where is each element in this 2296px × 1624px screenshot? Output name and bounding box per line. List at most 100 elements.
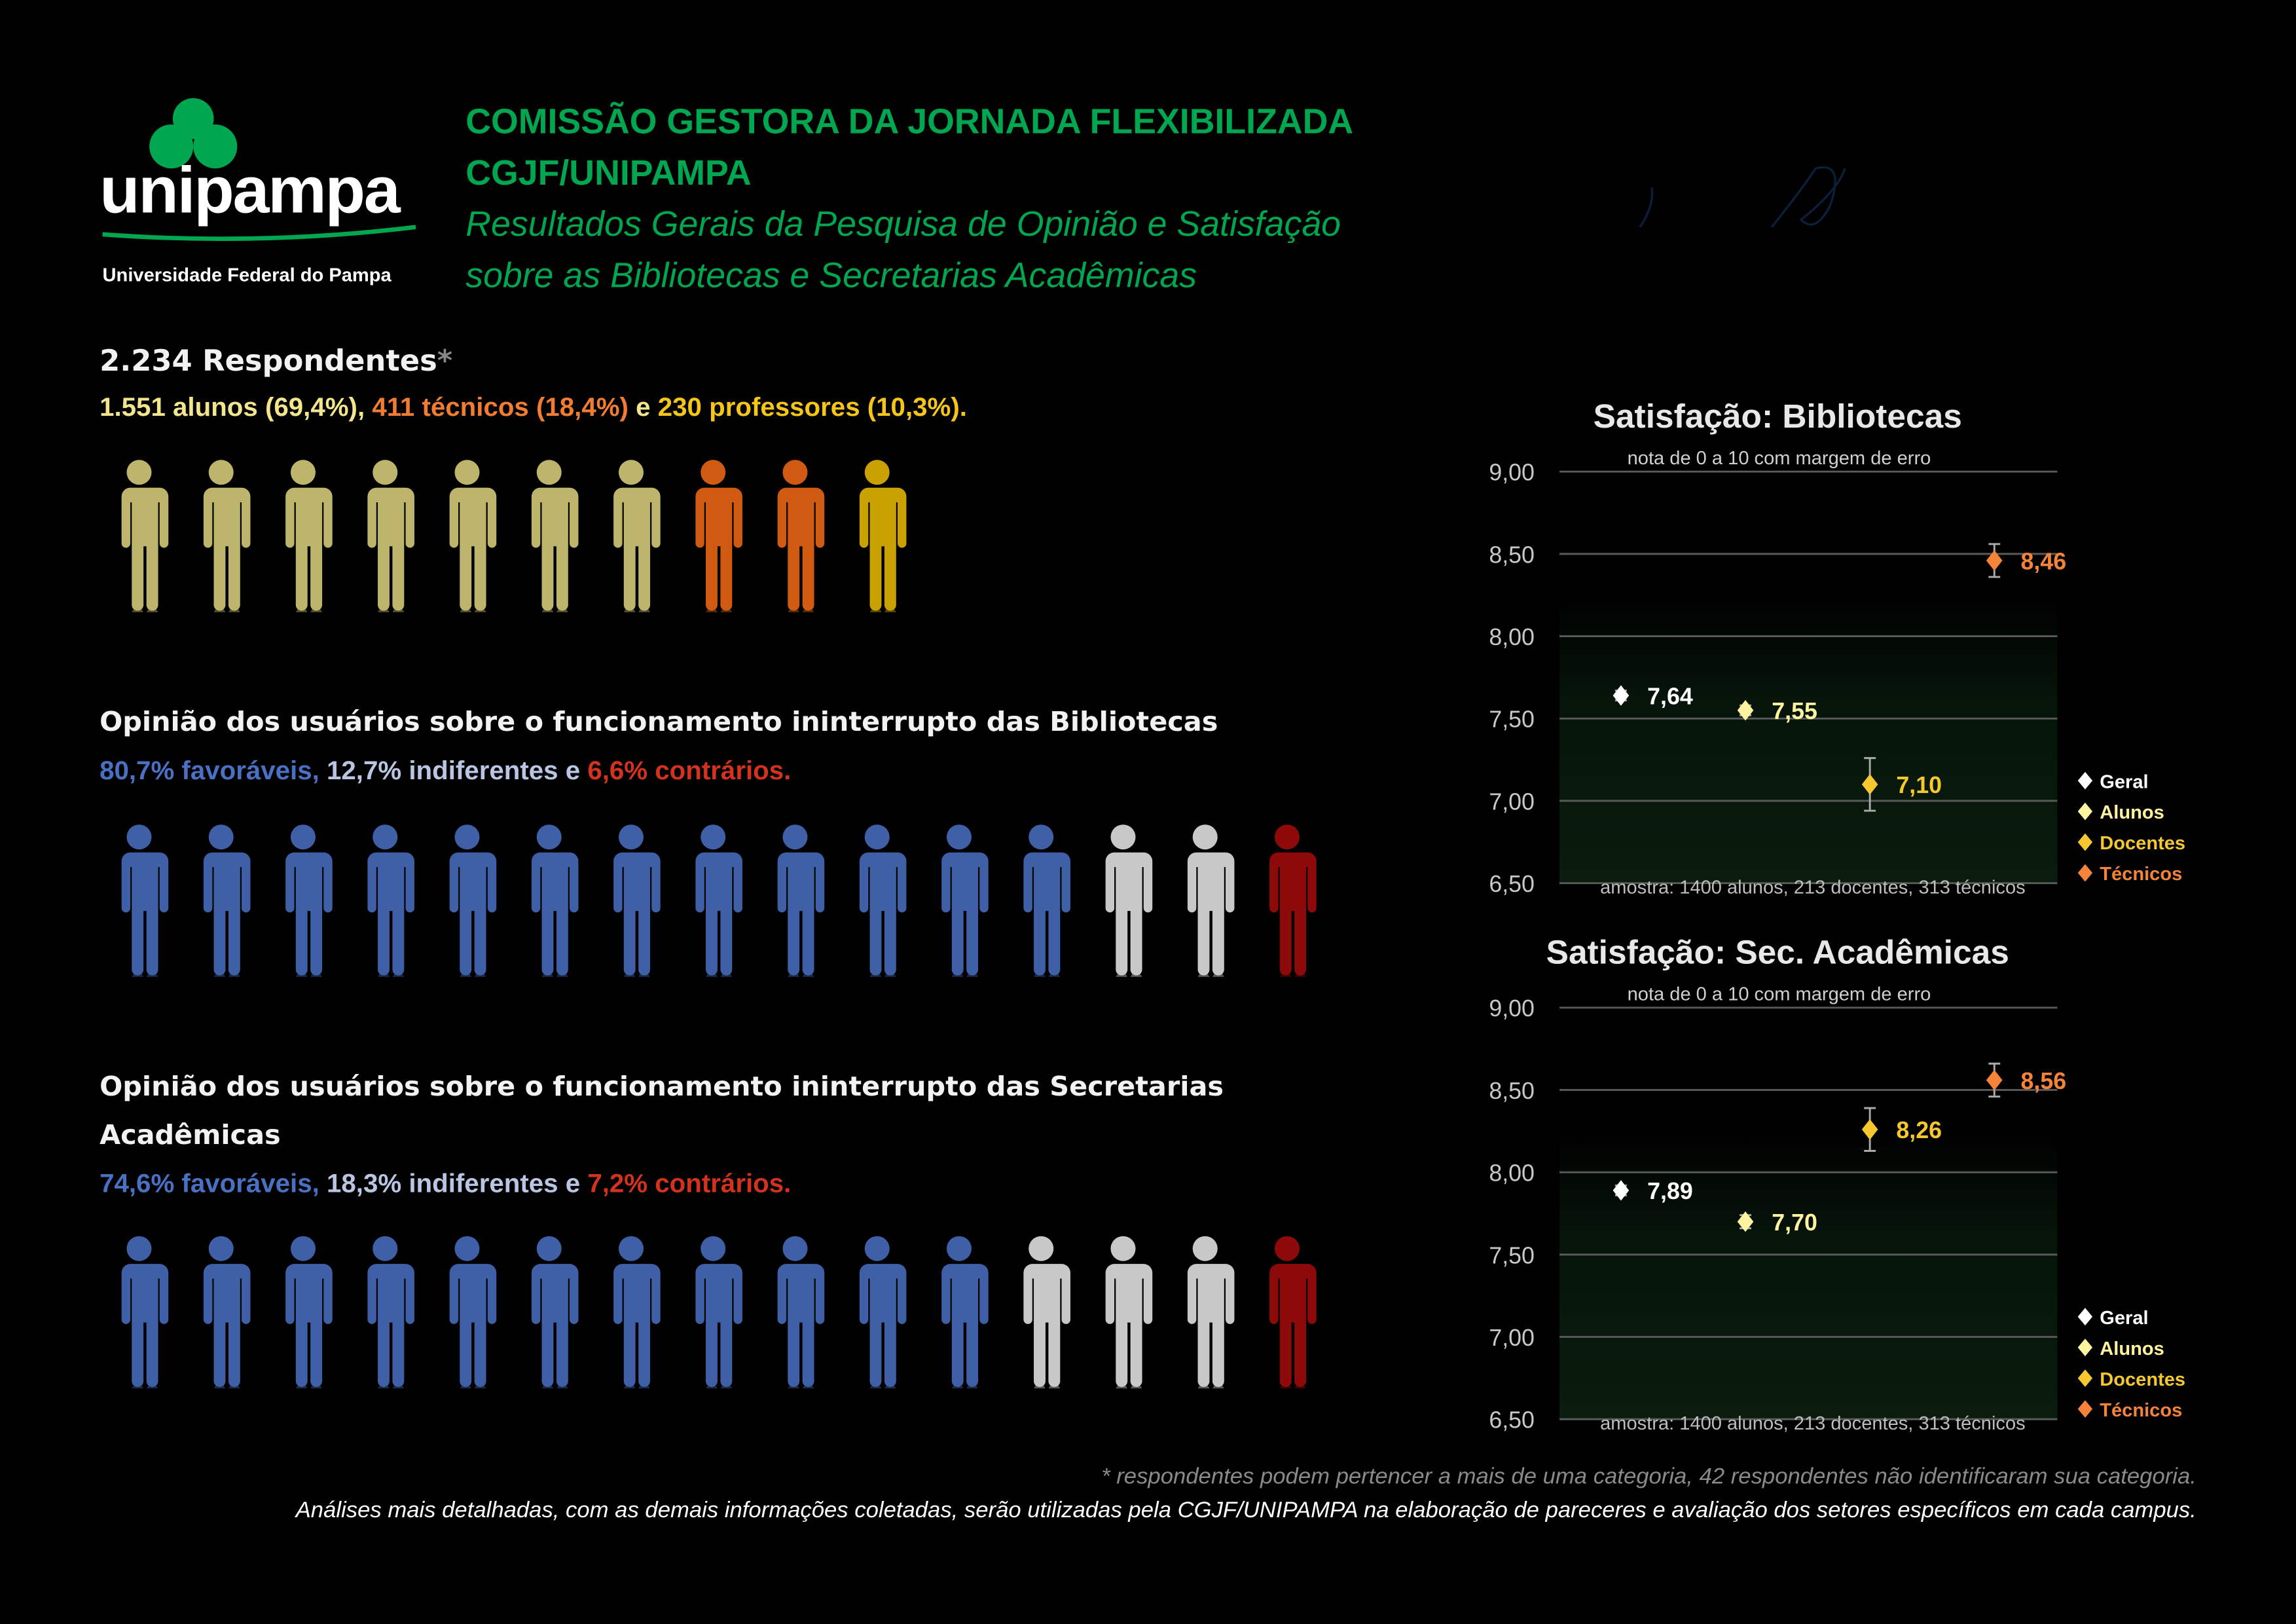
person-reflection xyxy=(613,608,661,674)
bibliotecas-opinion-stats: 80,7% favoráveis, 12,7% indiferentes e 6… xyxy=(100,756,792,785)
respondents-breakdown: 1.551 alunos (69,4%), 411 técnicos (18,4… xyxy=(100,392,967,422)
legend-diamond-icon xyxy=(2077,1338,2093,1357)
y-tick-label: 7,00 xyxy=(1489,788,1535,815)
logo-swoosh xyxy=(102,225,416,242)
person-icon-favoráveis xyxy=(200,824,251,1039)
data-label: 8,26 xyxy=(1896,1117,1942,1143)
sample-note: amostra: 1400 alunos, 213 docentes, 313 … xyxy=(1600,877,2026,898)
data-point-alunos: 7,70 xyxy=(1737,1209,1817,1236)
person-icon-favoráveis xyxy=(692,824,742,1039)
secretarias-opinion-title-cont: Acadêmicas xyxy=(100,1120,281,1151)
legend-item-docentes: Docentes xyxy=(2077,1369,2185,1390)
y-tick-label: 8,50 xyxy=(1489,1078,1535,1104)
person-reflection xyxy=(695,972,742,1039)
svg-text:Docentes: Docentes xyxy=(2100,833,2185,854)
data-point-geral: 7,64 xyxy=(1613,684,1693,710)
person-reflection xyxy=(695,608,742,674)
person-reflection xyxy=(860,972,907,1039)
y-tick-label: 9,00 xyxy=(1489,995,1535,1022)
person-reflection xyxy=(204,1384,251,1450)
marker xyxy=(1986,550,2003,571)
person-reflection xyxy=(860,1384,907,1450)
person-icon-favoráveis xyxy=(856,1236,907,1450)
bibliotecas-opinion-pictogram xyxy=(118,824,1317,1039)
person-icon-técnicos xyxy=(692,460,742,674)
respondents-title: 2.234 Respondentes* xyxy=(100,342,453,378)
signature xyxy=(1639,166,1846,228)
person-icon-professores xyxy=(856,460,907,674)
y-tick-label: 6,50 xyxy=(1489,1407,1535,1433)
legend-item-docentes: Docentes xyxy=(2077,833,2185,854)
page-title-acronym: CGJF/UNIPAMPA xyxy=(465,153,752,194)
person-icon-favoráveis xyxy=(692,1236,742,1450)
person-icon-favoráveis xyxy=(1020,824,1070,1039)
person-icon-favoráveis xyxy=(938,1236,989,1450)
person-icon-favoráveis xyxy=(610,824,661,1039)
person-icon-favoráveis xyxy=(774,1236,825,1450)
person-icon-alunos xyxy=(118,460,169,674)
person-icon-indiferentes xyxy=(1102,1236,1153,1450)
person-icon-alunos xyxy=(610,460,661,674)
person-reflection xyxy=(778,1384,824,1450)
person-icon-favoráveis xyxy=(856,824,907,1039)
person-reflection xyxy=(778,608,824,674)
legend-item-alunos: Alunos xyxy=(2077,1338,2164,1359)
person-reflection xyxy=(613,1384,661,1450)
legend-item-técnicos: Técnicos xyxy=(2077,864,2182,885)
y-tick-label: 7,50 xyxy=(1489,707,1535,733)
person-icon-técnicos xyxy=(774,460,825,674)
legend-diamond-icon xyxy=(2077,833,2093,851)
person-icon-favoráveis xyxy=(446,824,497,1039)
person-icon-alunos xyxy=(528,460,579,674)
person-icon-favoráveis xyxy=(528,824,579,1039)
marker xyxy=(1986,1069,2003,1091)
chart-subtitle: nota de 0 a 10 com margem de erro xyxy=(1628,448,1931,469)
svg-text:Docentes: Docentes xyxy=(2100,1369,2185,1390)
y-tick-label: 8,00 xyxy=(1489,1160,1535,1187)
person-icon-alunos xyxy=(364,460,414,674)
person-icon-alunos xyxy=(446,460,497,674)
person-reflection xyxy=(122,608,168,674)
data-label: 7,64 xyxy=(1647,684,1693,710)
footnote-respondents: * respondentes podem pertencer a mais de… xyxy=(1101,1464,2196,1490)
person-reflection xyxy=(941,972,989,1039)
person-reflection xyxy=(450,972,496,1039)
footnote-analysis: Análises mais detalhadas, com as demais … xyxy=(295,1498,2196,1524)
plot-area xyxy=(1559,471,2058,883)
y-tick-label: 8,50 xyxy=(1489,542,1535,568)
marker xyxy=(1737,1211,1754,1232)
person-icon-favoráveis xyxy=(938,824,989,1039)
person-reflection xyxy=(1269,972,1317,1039)
y-tick-label: 7,00 xyxy=(1489,1325,1535,1351)
chart-secretarias: Satisfação: Sec. Acadêmicas nota de 0 a 1… xyxy=(1489,933,2185,1434)
person-reflection xyxy=(204,608,251,674)
person-reflection xyxy=(532,608,579,674)
y-tick-label: 7,50 xyxy=(1489,1242,1535,1268)
person-reflection xyxy=(695,1384,742,1450)
legend-diamond-icon xyxy=(2077,1400,2093,1418)
person-reflection xyxy=(941,1384,989,1450)
person-reflection xyxy=(1188,1384,1235,1450)
person-reflection xyxy=(285,972,333,1039)
data-label: 8,46 xyxy=(2021,548,2067,574)
marker xyxy=(1861,1119,1878,1140)
data-label: 8,56 xyxy=(2021,1068,2067,1094)
person-icon-favoráveis xyxy=(528,1236,579,1450)
plot-area xyxy=(1559,1007,2058,1420)
person-reflection xyxy=(1269,1384,1317,1450)
person-icon-favoráveis xyxy=(364,824,414,1039)
person-reflection xyxy=(613,972,661,1039)
person-reflection xyxy=(1023,1384,1070,1450)
person-icon-favoráveis xyxy=(282,1236,333,1450)
marker xyxy=(1613,1180,1630,1201)
svg-text:Alunos: Alunos xyxy=(2100,802,2164,823)
legend-item-técnicos: Técnicos xyxy=(2077,1400,2182,1421)
chart-subtitle: nota de 0 a 10 com margem de erro xyxy=(1628,984,1931,1005)
person-icon-contrários xyxy=(1266,1236,1317,1450)
person-reflection xyxy=(450,1384,496,1450)
page-subtitle-line2: sobre as Bibliotecas e Secretarias Acadê… xyxy=(465,256,1197,296)
data-point-docentes: 8,26 xyxy=(1861,1107,1942,1152)
person-reflection xyxy=(1106,1384,1152,1450)
legend-diamond-icon xyxy=(2077,1308,2093,1326)
